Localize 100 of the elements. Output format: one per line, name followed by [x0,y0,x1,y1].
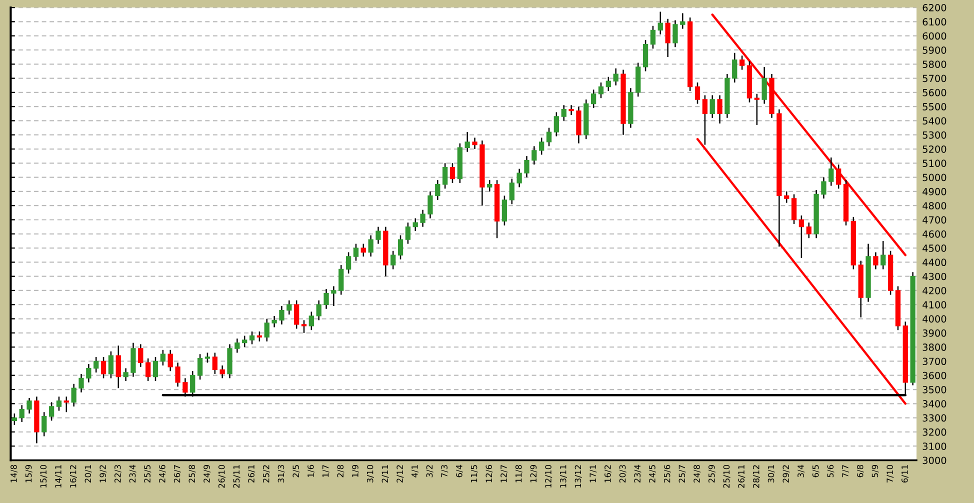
candlestick [516,168,522,188]
candlestick [353,243,359,262]
x-tick-label: 29/2 [782,465,790,483]
x-tick-label: 12/9 [530,465,538,482]
candlestick [123,368,128,382]
candlestick [806,222,812,239]
x-tick-label: 6/8 [856,464,864,478]
candlestick [450,162,456,184]
y-tick-label: 5100 [922,160,946,167]
x-tick-label: 25/9 [708,465,716,483]
x-tick-label: 5/6 [827,464,834,478]
x-tick-label: 2/5 [292,465,300,478]
candlestick [791,194,797,225]
candlestick [487,180,492,192]
candlestick [308,311,314,331]
y-tick-label: 6000 [922,32,946,40]
x-tick-label: 30/1 [768,465,775,482]
y-tick-label: 5200 [922,145,946,153]
candlestick [78,373,84,393]
candlestick [197,354,203,380]
x-tick-label: 25/7 [678,465,686,483]
y-tick-label: 4000 [922,315,946,323]
x-tick-label: 1/7 [322,465,330,477]
candlestick [613,68,618,86]
y-tick-label: 3900 [922,329,946,337]
candlestick [754,93,760,126]
candlestick [732,52,738,84]
candlestick [279,305,284,326]
y-tick-label: 4300 [922,272,946,280]
y-tick-label: 3700 [922,358,946,366]
candlestick [821,176,826,200]
candlestick [234,338,240,354]
x-tick-label: 12/10 [545,464,552,488]
candlestick [212,352,218,375]
x-tick-label: 19/2 [100,465,107,482]
x-tick-label: 26/10 [218,464,226,488]
candlestick [108,350,114,379]
y-tick-label: 3400 [922,400,946,408]
candlestick [420,209,426,228]
candlestick [242,335,248,348]
candlestick [568,104,574,116]
candlestick [836,164,842,190]
candlestick [390,250,396,270]
candlestick [694,82,700,104]
y-tick-label: 3800 [922,344,946,351]
y-tick-label: 5300 [922,131,946,139]
candlestick [561,104,566,122]
x-tick-label: 28/12 [753,465,760,488]
x-tick-label: 26/7 [174,465,181,483]
x-tick-label: 11/8 [515,464,522,482]
candlestick [338,264,344,296]
x-tick-label: 3/2 [426,465,434,478]
candlestick [658,11,663,36]
x-tick-label: 25/6 [664,464,671,483]
x-tick-label: 20/3 [619,465,626,483]
y-tick-label: 4100 [922,301,946,308]
candlestick [175,362,180,388]
candlestick [19,404,24,423]
x-tick-label: 1/6 [308,464,314,477]
y-tick-label: 4800 [922,202,946,210]
x-tick-label: 2/8 [337,464,344,478]
candlestick [249,330,255,345]
x-tick-label: 22/3 [114,465,122,483]
candlestick [264,318,270,342]
x-tick-label: 14/8 [10,464,18,482]
candlestick [428,190,433,219]
x-tick-label: 7/10 [886,464,894,482]
candlestick [880,240,886,270]
x-tick-label: 6/5 [812,465,820,478]
x-tick-label: 25/5 [144,465,152,483]
candlestick [524,155,530,178]
x-tick-label: 6/4 [456,464,463,478]
x-tick-label: 2/11 [382,465,389,483]
x-tick-label: 24/9 [204,465,211,483]
candlestick [116,345,121,389]
candlestick [71,383,76,408]
candlestick [502,195,508,226]
candlestick [650,25,656,50]
candlestick [784,190,790,204]
candlestick [710,94,715,119]
candlestick [472,137,478,150]
y-tick-label: 5500 [922,103,946,110]
x-tick-label: 31/3 [278,465,285,482]
candlestick [294,300,300,330]
x-tick-label: 6/11 [902,465,908,483]
x-tick-label: 15/10 [40,464,48,488]
y-tick-label: 3300 [922,414,946,422]
x-tick-label: 12/7 [500,465,508,482]
y-tick-label: 4200 [922,286,946,294]
candlestick [64,396,69,413]
candlestick [435,180,440,201]
x-tick-label: 26/11 [738,465,746,488]
x-tick-label: 24/6 [159,464,166,483]
candlestick [873,252,878,270]
y-tick-label: 6100 [922,18,946,26]
x-tick-label: 17/1 [590,465,597,482]
candlestick [48,402,54,422]
x-tick-label: 2/12 [396,465,404,483]
candlestick [204,352,210,364]
candlestick [160,349,166,366]
